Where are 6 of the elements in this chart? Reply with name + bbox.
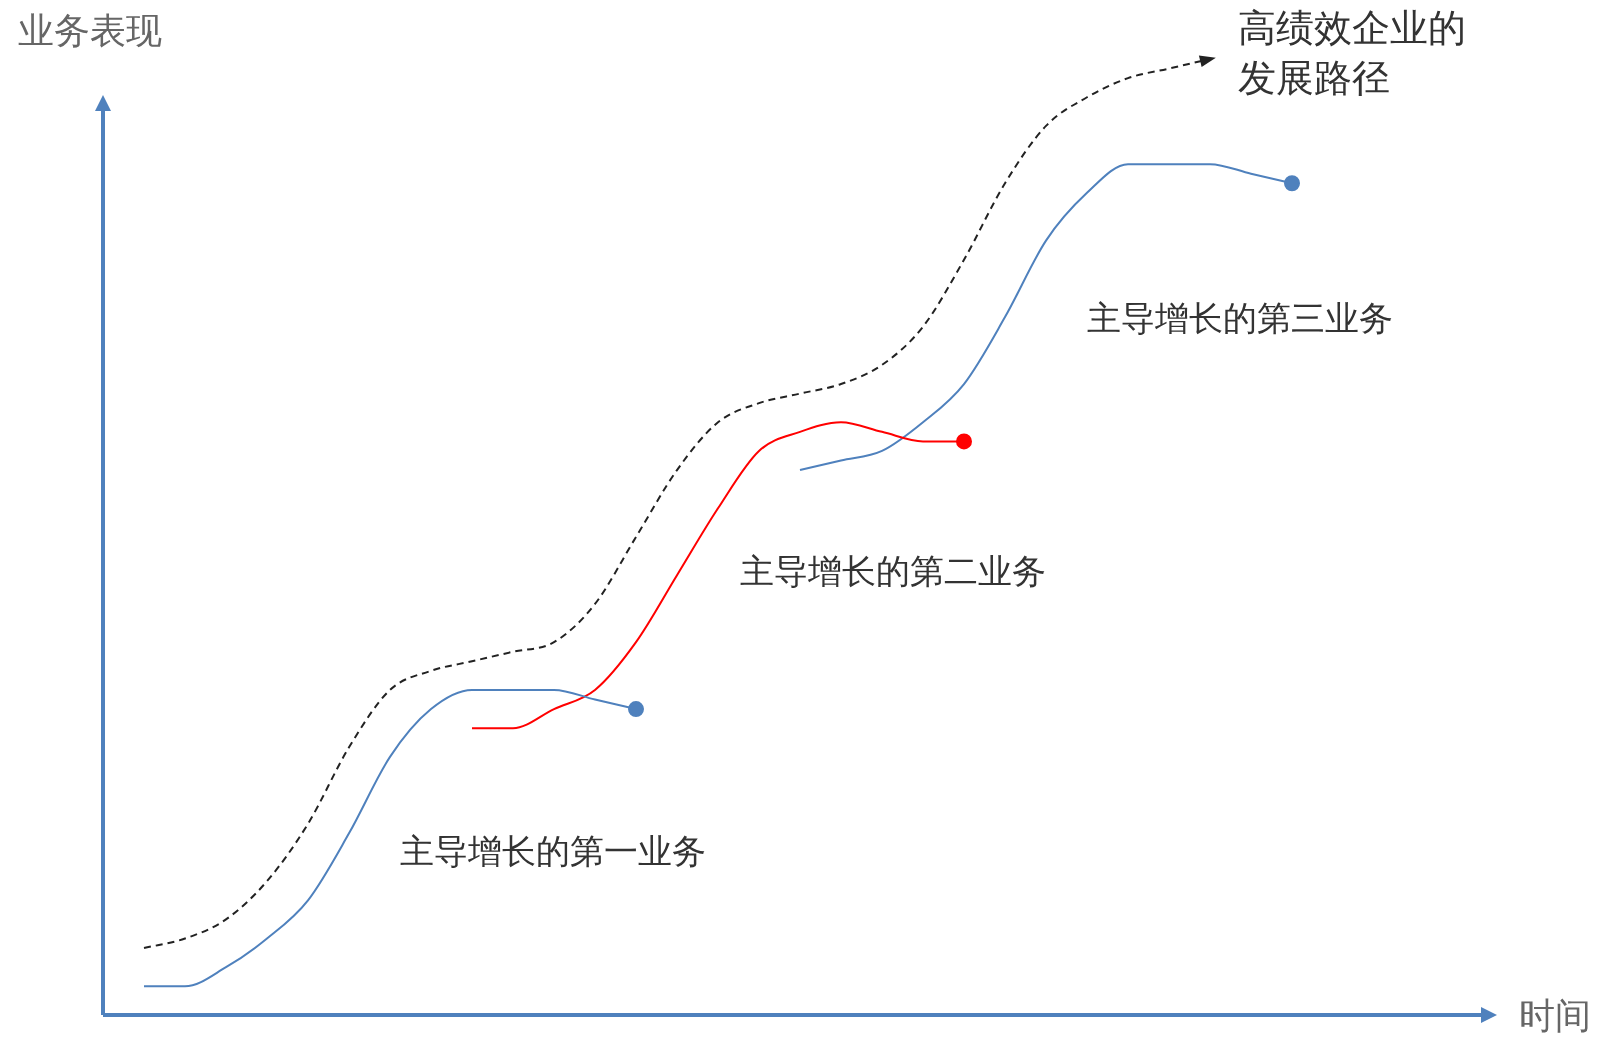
annotation: 主导增长的第二业务 [740, 551, 1047, 592]
annotation: 高绩效企业的发展路径 [1237, 5, 1466, 100]
x-axis-title: 时间 [1519, 995, 1591, 1037]
annotation: 主导增长的第一业务 [399, 831, 706, 872]
y-axis-title: 业务表现 [18, 10, 162, 52]
annotation: 主导增长的第三业务 [1087, 297, 1394, 338]
